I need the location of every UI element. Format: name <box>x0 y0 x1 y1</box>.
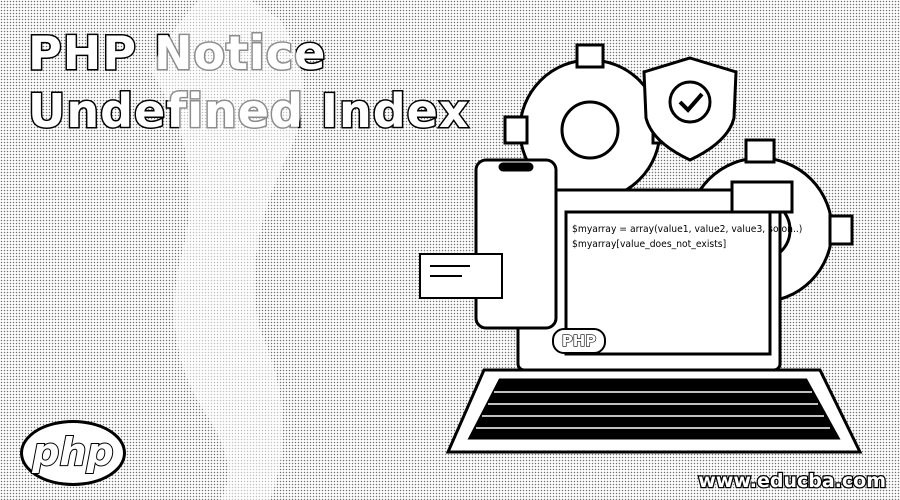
keyboard <box>445 368 863 454</box>
php-tag-badge: PHP <box>552 328 606 354</box>
code-snippet: $myarray = array(value1, value2, value3,… <box>572 222 803 252</box>
window-icon <box>730 180 794 214</box>
php-logo-icon: php <box>20 420 126 486</box>
code-line-2: $myarray[value_does_not_exists] <box>572 239 727 250</box>
website-url[interactable]: www.educba.com <box>697 469 887 494</box>
code-line-1: $myarray = array(value1, value2, value3,… <box>572 224 803 235</box>
rock-shape <box>150 0 303 500</box>
card-icon <box>419 253 503 299</box>
phone-icon <box>474 158 558 330</box>
shield-icon <box>642 56 738 162</box>
